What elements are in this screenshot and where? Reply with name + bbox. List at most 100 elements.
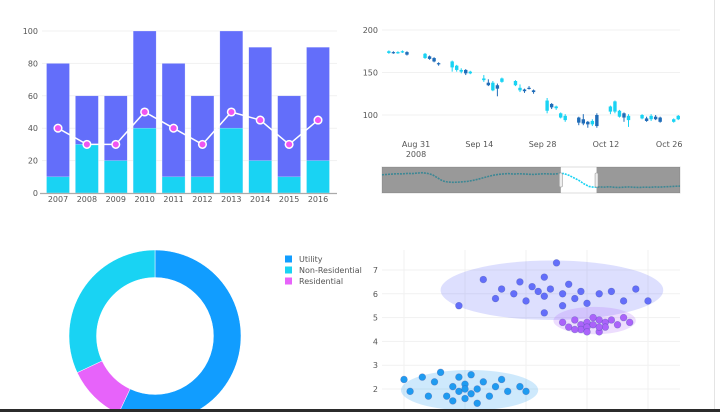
range-slider-handle-right[interactable] xyxy=(594,172,599,188)
scatter-point-cluster-0[interactable] xyxy=(400,375,408,384)
scatter-point-cluster-0[interactable] xyxy=(516,382,524,391)
candle-2008-08-25[interactable] xyxy=(387,51,391,53)
scatter-point-cluster-2[interactable] xyxy=(577,325,585,334)
scatter-point-cluster-2[interactable] xyxy=(564,323,573,331)
scatter-point-cluster-0[interactable] xyxy=(522,387,530,396)
donut-slice-utility[interactable] xyxy=(118,249,242,412)
scatter-point-cluster-0[interactable] xyxy=(455,373,463,381)
candle-2008-09-16[interactable] xyxy=(486,82,491,86)
candle-2008-10-28[interactable] xyxy=(676,115,680,120)
candle-2008-10-13[interactable] xyxy=(608,106,613,112)
line-point-2009[interactable] xyxy=(111,139,121,149)
scatter-point-cluster-0[interactable] xyxy=(449,397,457,405)
scatter-point-cluster-1[interactable] xyxy=(497,285,506,293)
bar-2013-series-1[interactable] xyxy=(219,127,244,194)
legend-item-non-residential[interactable]: Non-Residential xyxy=(285,266,362,275)
scatter-point-cluster-1[interactable] xyxy=(632,285,640,293)
candle-2008-09-03[interactable] xyxy=(427,56,432,59)
donut-slice-non-residential[interactable] xyxy=(68,249,156,373)
scatter-point-cluster-1[interactable] xyxy=(571,294,579,303)
bar-2007-series-1[interactable] xyxy=(46,176,70,194)
scatter-point-cluster-2[interactable] xyxy=(613,321,622,329)
line-point-2014[interactable] xyxy=(255,115,265,125)
candle-2008-09-29[interactable] xyxy=(545,100,549,111)
candle-2008-10-09[interactable] xyxy=(590,120,595,125)
scatter-point-cluster-0[interactable] xyxy=(491,382,500,391)
scatter-point-cluster-1[interactable] xyxy=(540,292,548,300)
candle-2008-09-11[interactable] xyxy=(464,69,468,74)
candle-2008-10-10[interactable] xyxy=(595,115,599,127)
candle-2008-09-19[interactable] xyxy=(500,78,504,82)
candle-2008-09-30[interactable] xyxy=(549,103,554,108)
candle-2008-10-17[interactable] xyxy=(626,115,631,121)
line-point-2015[interactable] xyxy=(284,139,294,149)
candle-2008-08-26[interactable] xyxy=(391,52,396,54)
bar-2012-series-1[interactable] xyxy=(190,176,215,194)
candle-2008-09-17[interactable] xyxy=(491,82,495,91)
candle-2008-08-27[interactable] xyxy=(396,52,400,54)
candle-2008-09-22[interactable] xyxy=(513,81,518,86)
scatter-point-cluster-0[interactable] xyxy=(473,385,481,393)
line-point-2016[interactable] xyxy=(313,115,323,125)
scatter-point-cluster-1[interactable] xyxy=(540,309,548,317)
scatter-point-cluster-2[interactable] xyxy=(571,325,579,334)
candle-2008-10-20[interactable] xyxy=(640,115,644,119)
scatter-point-cluster-2[interactable] xyxy=(625,318,634,327)
scatter-point-cluster-0[interactable] xyxy=(461,385,469,393)
scatter-point-cluster-0[interactable] xyxy=(443,392,451,400)
scatter-point-cluster-1[interactable] xyxy=(528,282,536,291)
scatter-point-cluster-1[interactable] xyxy=(540,273,548,281)
candle-2008-10-27[interactable] xyxy=(672,119,676,122)
scatter-point-cluster-0[interactable] xyxy=(418,373,426,381)
candle-2008-10-22[interactable] xyxy=(649,115,653,120)
line-point-2011[interactable] xyxy=(169,123,179,133)
scatter-point-cluster-1[interactable] xyxy=(558,302,567,310)
candle-2008-10-01[interactable] xyxy=(554,106,558,109)
candle-2008-09-05[interactable] xyxy=(436,63,441,65)
range-slider[interactable] xyxy=(381,166,681,194)
candle-2008-09-08[interactable] xyxy=(450,61,454,68)
line-point-2013[interactable] xyxy=(226,107,236,117)
candle-2008-09-15[interactable] xyxy=(482,78,486,81)
candle-2008-10-02[interactable] xyxy=(558,113,563,118)
scatter-point-cluster-2[interactable] xyxy=(589,321,597,329)
bar-2014-series-1[interactable] xyxy=(248,160,272,194)
candle-2008-10-07[interactable] xyxy=(581,119,585,124)
bar-2011-series-1[interactable] xyxy=(161,176,186,194)
candle-2008-10-16[interactable] xyxy=(622,113,626,118)
candle-2008-10-03[interactable] xyxy=(563,115,567,121)
scatter-point-cluster-2[interactable] xyxy=(589,313,597,322)
scatter-point-cluster-1[interactable] xyxy=(479,275,487,284)
line-point-2010[interactable] xyxy=(140,107,150,117)
scatter-point-cluster-1[interactable] xyxy=(644,297,652,305)
scatter-point-cluster-1[interactable] xyxy=(510,290,518,298)
scatter-point-cluster-1[interactable] xyxy=(491,294,500,303)
scatter-point-cluster-0[interactable] xyxy=(467,390,475,398)
scatter-point-cluster-0[interactable] xyxy=(504,387,512,396)
line-point-2008[interactable] xyxy=(82,139,92,149)
candle-2008-08-29[interactable] xyxy=(405,52,409,55)
scatter-point-cluster-2[interactable] xyxy=(571,316,579,324)
scatter-point-cluster-0[interactable] xyxy=(406,387,414,396)
line-point-2012[interactable] xyxy=(197,139,207,149)
candle-2008-09-10[interactable] xyxy=(459,69,463,72)
candle-2008-09-26[interactable] xyxy=(531,90,536,93)
candle-2008-10-23[interactable] xyxy=(653,116,658,120)
scatter-point-cluster-2[interactable] xyxy=(558,318,567,327)
scatter-point-cluster-1[interactable] xyxy=(522,297,530,305)
candle-2008-09-18[interactable] xyxy=(495,85,500,89)
scatter-point-cluster-2[interactable] xyxy=(595,323,603,331)
scatter-point-cluster-1[interactable] xyxy=(534,287,542,296)
bar-2015-series-1[interactable] xyxy=(277,176,301,194)
scatter-point-cluster-1[interactable] xyxy=(583,299,591,308)
candle-2008-09-09[interactable] xyxy=(454,65,459,70)
scatter-point-cluster-1[interactable] xyxy=(455,302,463,310)
scatter-point-cluster-1[interactable] xyxy=(516,278,524,286)
scatter-point-cluster-1[interactable] xyxy=(595,290,603,298)
scatter-point-cluster-1[interactable] xyxy=(546,285,555,293)
scatter-point-cluster-0[interactable] xyxy=(436,368,445,377)
candle-2008-10-08[interactable] xyxy=(586,121,590,125)
candle-2008-09-04[interactable] xyxy=(432,58,436,62)
scatter-point-cluster-1[interactable] xyxy=(607,287,616,296)
scatter-point-cluster-1[interactable] xyxy=(552,259,561,267)
